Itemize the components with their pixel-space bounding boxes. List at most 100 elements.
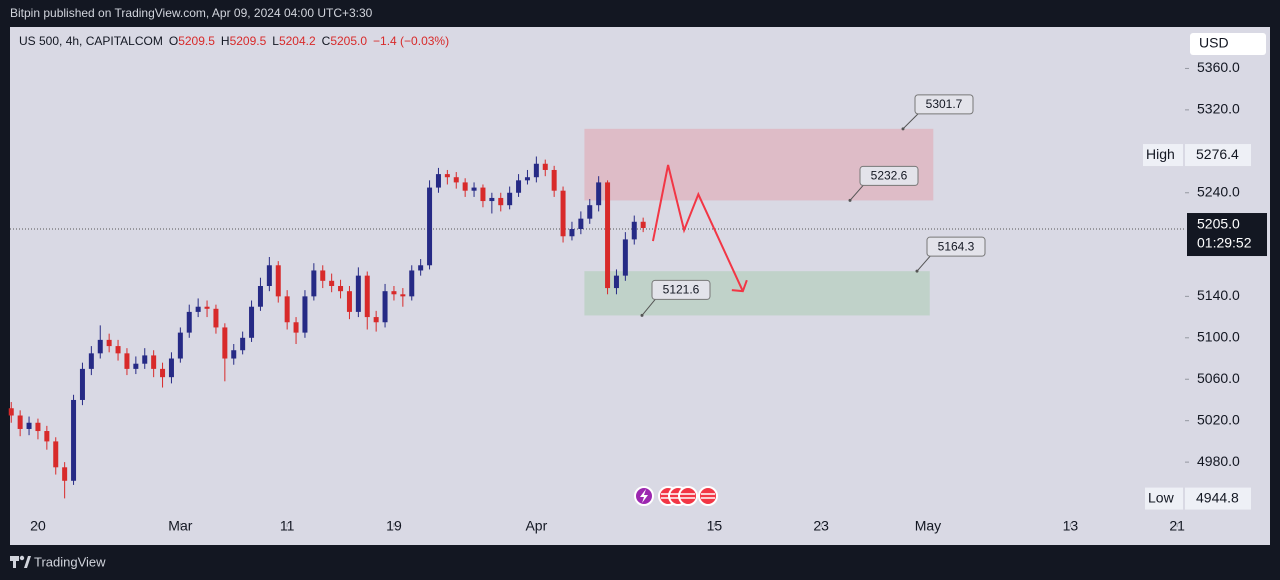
candle-body [71,399,77,481]
candle-body [622,239,628,276]
candle-body [88,353,94,369]
candle-body [275,265,281,297]
projection-arrowhead [731,279,748,293]
marker-value: 4944.8 [1196,489,1239,505]
x-tick-label: 11 [280,518,295,534]
y-tick-label: 5020.0 [1197,411,1240,427]
candle-body [382,291,388,323]
y-tick-label: 5060.0 [1197,370,1240,386]
zone [584,128,934,201]
x-tick-label: 15 [707,518,723,534]
y-tick-label: 5320.0 [1197,101,1240,117]
candle-body [329,280,335,286]
brand: TradingView [34,554,106,569]
marker-name-box [1143,144,1183,167]
candle-body [35,422,41,432]
candle-body [542,163,548,170]
candle-body [62,467,68,481]
candle-body [284,296,290,323]
candle-body [346,291,352,312]
candle-body [53,441,59,468]
x-tick-label: 19 [386,518,402,534]
candle-body [613,275,619,289]
candle-body [124,353,130,369]
candle-body [578,218,584,230]
logo [10,555,31,568]
candle-body [640,221,646,228]
currency-label: USD [1199,35,1229,51]
y-tick-label: 4980.0 [1197,453,1240,469]
candle-body [338,286,344,292]
callout-anchor [848,198,852,202]
legend-part: H [221,34,230,48]
callout-pointer [902,112,920,130]
candle-body [480,187,486,202]
candle-body [186,311,192,333]
candle-body [257,286,263,307]
candle-body [320,270,326,281]
candle-body [79,368,85,400]
candle-body [560,190,566,237]
candle-body [364,275,370,318]
candle-body [106,339,112,347]
y-tick-label: 5360.0 [1197,59,1240,75]
callout-box [859,165,919,186]
callout-box [926,236,986,257]
legend-part: 5205.0 [330,34,367,48]
callout-pointer [641,298,657,316]
candle-body [168,358,174,378]
candle-body [471,187,477,191]
candle-body [400,294,406,297]
marker-value-box [1185,487,1251,510]
callout-label: 5232.6 [871,169,908,183]
candle-body [115,346,121,354]
event-icons[interactable] [634,486,718,506]
candle-body [418,265,424,271]
candle-body [605,182,611,289]
candle-body [533,163,539,178]
candle-body [8,408,14,416]
candle-body [596,182,602,206]
legend-part: 5209.5 [230,34,267,48]
candle-body [435,174,441,188]
x-tick-label: 20 [30,518,46,534]
candle-body [133,363,139,369]
x-tick-label: 21 [1169,518,1185,534]
legend-part: C [322,34,331,48]
callout-pointer [849,184,865,201]
candle-body [97,339,103,354]
zone [584,271,930,316]
y-tick-label: 5140.0 [1197,287,1240,303]
candle-body [26,422,32,429]
symbol-legend: US 500, 4h, CAPITALCOM O5209.5 H5209.5 L520… [19,34,449,48]
candle-body [631,221,637,240]
countdown: 01:29:52 [1197,235,1252,251]
legend-part: 5204.2 [279,34,316,48]
candle-body [293,322,299,333]
candle-body [222,327,228,359]
callout-pointer [916,254,932,272]
publisher: Bitpin published on TradingView.com, Apr… [10,6,373,20]
candle-body [195,306,201,312]
candle-body [355,275,361,312]
candle-body [444,174,450,178]
legend-part: O [169,34,178,48]
last-price-label: 5205.0 [1197,216,1240,232]
callout-label: 5164.3 [938,239,975,253]
x-tick-label: May [915,518,941,534]
candle-body [44,431,50,442]
candle-body [142,355,148,364]
candle-body [507,192,513,206]
candle-body [160,368,166,378]
x-tick-label: Apr [525,518,547,534]
candle-body [151,355,157,369]
candle-body [17,415,23,429]
currency-button[interactable] [1190,33,1266,55]
candle-body [231,350,237,359]
candle-body [249,306,255,338]
callout-anchor [640,313,644,317]
candle-body [569,229,575,237]
x-tick-label: 13 [1063,518,1079,534]
callout-box [651,279,711,300]
candle-body [311,270,317,297]
